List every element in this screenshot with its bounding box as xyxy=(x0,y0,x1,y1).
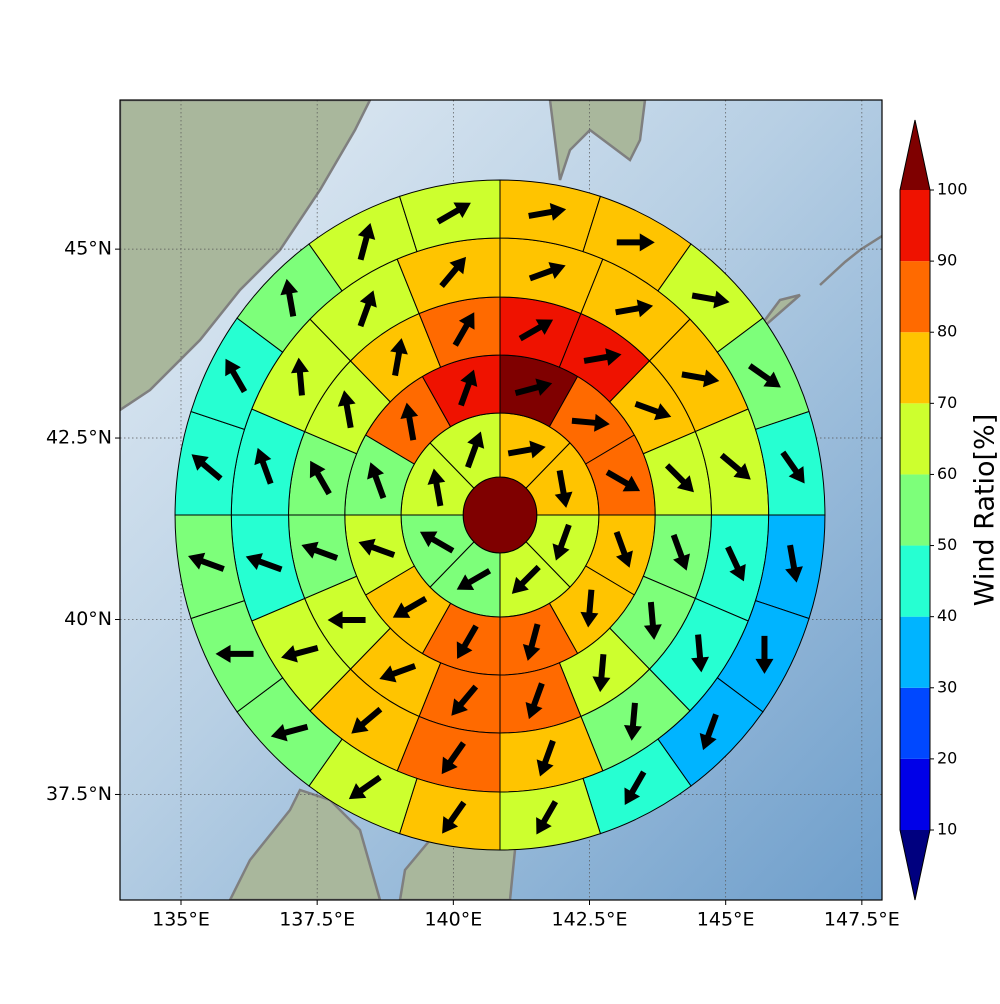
colorbar: 10 20 30 40 50 60 70 80 90 100 xyxy=(900,120,968,900)
colorbar-tick-label: 70 xyxy=(937,393,957,412)
map xyxy=(120,100,882,900)
x-tick-label: 137.5°E xyxy=(279,909,355,931)
colorbar-tick-label: 100 xyxy=(937,180,968,199)
y-tick-label: 40°N xyxy=(64,608,112,630)
colorbar-bin xyxy=(900,332,930,403)
colorbar-tick-label: 80 xyxy=(937,322,957,341)
colorbar-bin xyxy=(900,403,930,474)
colorbar-bin xyxy=(900,546,930,617)
x-tick-label: 135°E xyxy=(152,909,210,931)
colorbar-tick-label: 40 xyxy=(937,606,957,625)
colorbar-bin xyxy=(900,474,930,545)
colorbar-under xyxy=(900,830,930,900)
y-tick-label: 37.5°N xyxy=(46,783,112,805)
colorbar-tick-label: 60 xyxy=(937,464,957,483)
colorbar-bin xyxy=(900,617,930,688)
colorbar-bin xyxy=(900,688,930,759)
colorbar-label: Wind Ratio[%] xyxy=(970,414,1000,606)
y-tick-label: 45°N xyxy=(64,238,112,260)
y-tick-label: 42.5°N xyxy=(46,427,112,449)
colorbar-bin xyxy=(900,261,930,332)
colorbar-tick-label: 10 xyxy=(937,820,957,839)
colorbar-over xyxy=(900,120,930,190)
colorbar-bin xyxy=(900,190,930,261)
x-tick-label: 145°E xyxy=(697,909,755,931)
colorbar-bin xyxy=(900,759,930,830)
colorbar-tick-label: 30 xyxy=(937,677,957,696)
x-tick-label: 140°E xyxy=(424,909,482,931)
sectors xyxy=(175,180,825,850)
colorbar-tick-label: 20 xyxy=(937,748,957,767)
x-tick-label: 147.5°E xyxy=(824,909,900,931)
x-tick-label: 142.5°E xyxy=(552,909,628,931)
colorbar-tick-label: 50 xyxy=(937,535,957,554)
colorbar-tick-label: 90 xyxy=(937,251,957,270)
